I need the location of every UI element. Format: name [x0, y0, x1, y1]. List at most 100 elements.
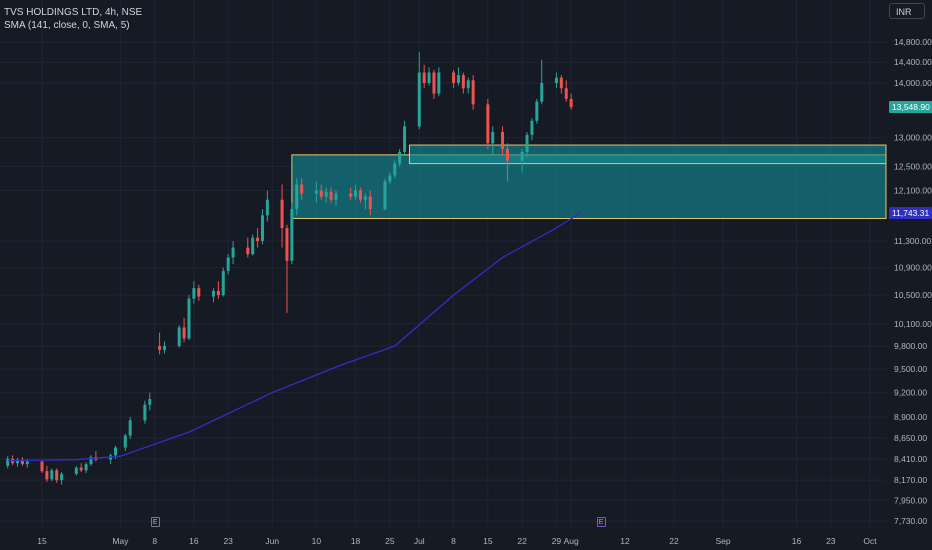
x-tick-label: 22 [517, 536, 527, 546]
y-tick-label: 10,500.00 [894, 290, 932, 300]
candle-body [349, 193, 353, 197]
y-tick-label: 14,800.00 [894, 37, 932, 47]
candle-body [466, 80, 470, 89]
candle-body [486, 104, 490, 144]
x-tick-label: Jul [414, 536, 425, 546]
candle-body [265, 199, 269, 216]
sma-line [7, 212, 582, 462]
candle-body [319, 190, 323, 197]
candle-body [383, 181, 387, 210]
sma-polyline [7, 212, 582, 462]
candle-body [491, 131, 495, 144]
candle-body [456, 75, 460, 83]
candle-body [16, 459, 20, 464]
x-tick-label: 29 [552, 536, 562, 546]
y-tick-label: 7,730.00 [894, 516, 927, 526]
time-axis[interactable]: 15 May 8 16 23 Jun 10 18 25 Jul 8 15 22 29 Aug 12 22 Sep 1… [37, 536, 877, 546]
x-tick-label: 23 [826, 536, 836, 546]
x-tick-label: 8 [451, 536, 456, 546]
candle-body [221, 270, 225, 296]
y-tick-label: 9,800.00 [894, 341, 927, 351]
candle-body [177, 327, 181, 347]
candle-body [285, 228, 289, 261]
candle-body [525, 134, 529, 152]
candle-body [471, 80, 475, 105]
earnings-event-marker[interactable]: E [150, 517, 160, 527]
candle-body [437, 72, 441, 94]
earnings-event-marker[interactable]: E [596, 517, 606, 527]
candle-body [231, 247, 235, 258]
candle-body [417, 72, 421, 127]
candle-body [192, 288, 196, 299]
candle-body [520, 151, 524, 161]
y-tick-label: 9,200.00 [894, 388, 927, 398]
x-tick-label: Jun [265, 536, 279, 546]
candle-body [388, 175, 392, 182]
candle-body [559, 77, 563, 89]
candle-body [530, 120, 534, 135]
candle-body [564, 88, 568, 99]
candle-body [60, 473, 64, 481]
x-tick-label: Sep [715, 536, 730, 546]
zones [291, 144, 887, 219]
demand-zone [291, 154, 887, 219]
candle-body [74, 467, 78, 474]
y-tick-label: 8,900.00 [894, 412, 927, 422]
y-tick-label: 7,950.00 [894, 495, 927, 505]
upper-zone [408, 144, 887, 165]
candle-body [45, 471, 49, 480]
currency-button[interactable]: INR [889, 3, 925, 19]
candle-body [329, 191, 333, 200]
candle-body [162, 346, 166, 350]
candle-body [148, 399, 152, 405]
candle-body [398, 151, 402, 164]
candle-body [211, 290, 215, 297]
candle-body [251, 237, 255, 255]
x-tick-label: 12 [620, 536, 630, 546]
price-axis[interactable]: 14,800.00 14,400.00 14,000.00 13,000.00 12,5… [894, 37, 932, 526]
candle-body [501, 131, 505, 150]
candle-body [540, 82, 544, 102]
candle-body [55, 470, 59, 481]
candle-body [452, 72, 456, 83]
y-tick-label: 8,410.00 [894, 454, 927, 464]
candle-body [84, 464, 88, 471]
candle-body [246, 247, 250, 255]
y-tick-label: 8,650.00 [894, 433, 927, 443]
sma-value-badge: 11,743.31 [889, 206, 932, 219]
candle-body [113, 447, 117, 456]
x-tick-label: 15 [37, 536, 47, 546]
candle-body [6, 458, 10, 466]
candles [6, 52, 573, 485]
candle-body [422, 72, 426, 83]
candle-body [182, 327, 186, 339]
candle-body [123, 435, 127, 448]
candle-body [187, 298, 191, 339]
candle-body [280, 199, 284, 229]
candle-body [216, 290, 220, 296]
candle-body [432, 72, 436, 94]
x-tick-label: 18 [351, 536, 361, 546]
last-price-badge: 13,548.90 [889, 101, 932, 114]
y-tick-label: 14,400.00 [894, 57, 932, 67]
candle-body [25, 461, 29, 465]
y-tick-label: 8,170.00 [894, 475, 927, 485]
candle-body [427, 72, 431, 83]
candle-body [358, 190, 362, 200]
candle-body [50, 470, 54, 480]
x-tick-label: 15 [483, 536, 493, 546]
candle-body [79, 467, 83, 471]
x-tick-label: 22 [669, 536, 679, 546]
candle-body [290, 209, 294, 261]
y-tick-label: 10,900.00 [894, 263, 932, 273]
x-tick-label: 8 [152, 536, 157, 546]
candle-body [554, 77, 558, 83]
y-tick-label: 14,000.00 [894, 78, 932, 88]
candle-body [300, 184, 304, 194]
candle-body [324, 191, 328, 197]
candle-body [535, 101, 539, 121]
y-tick-label: 12,100.00 [894, 186, 932, 196]
x-tick-label: 25 [385, 536, 395, 546]
candle-body [158, 346, 162, 350]
